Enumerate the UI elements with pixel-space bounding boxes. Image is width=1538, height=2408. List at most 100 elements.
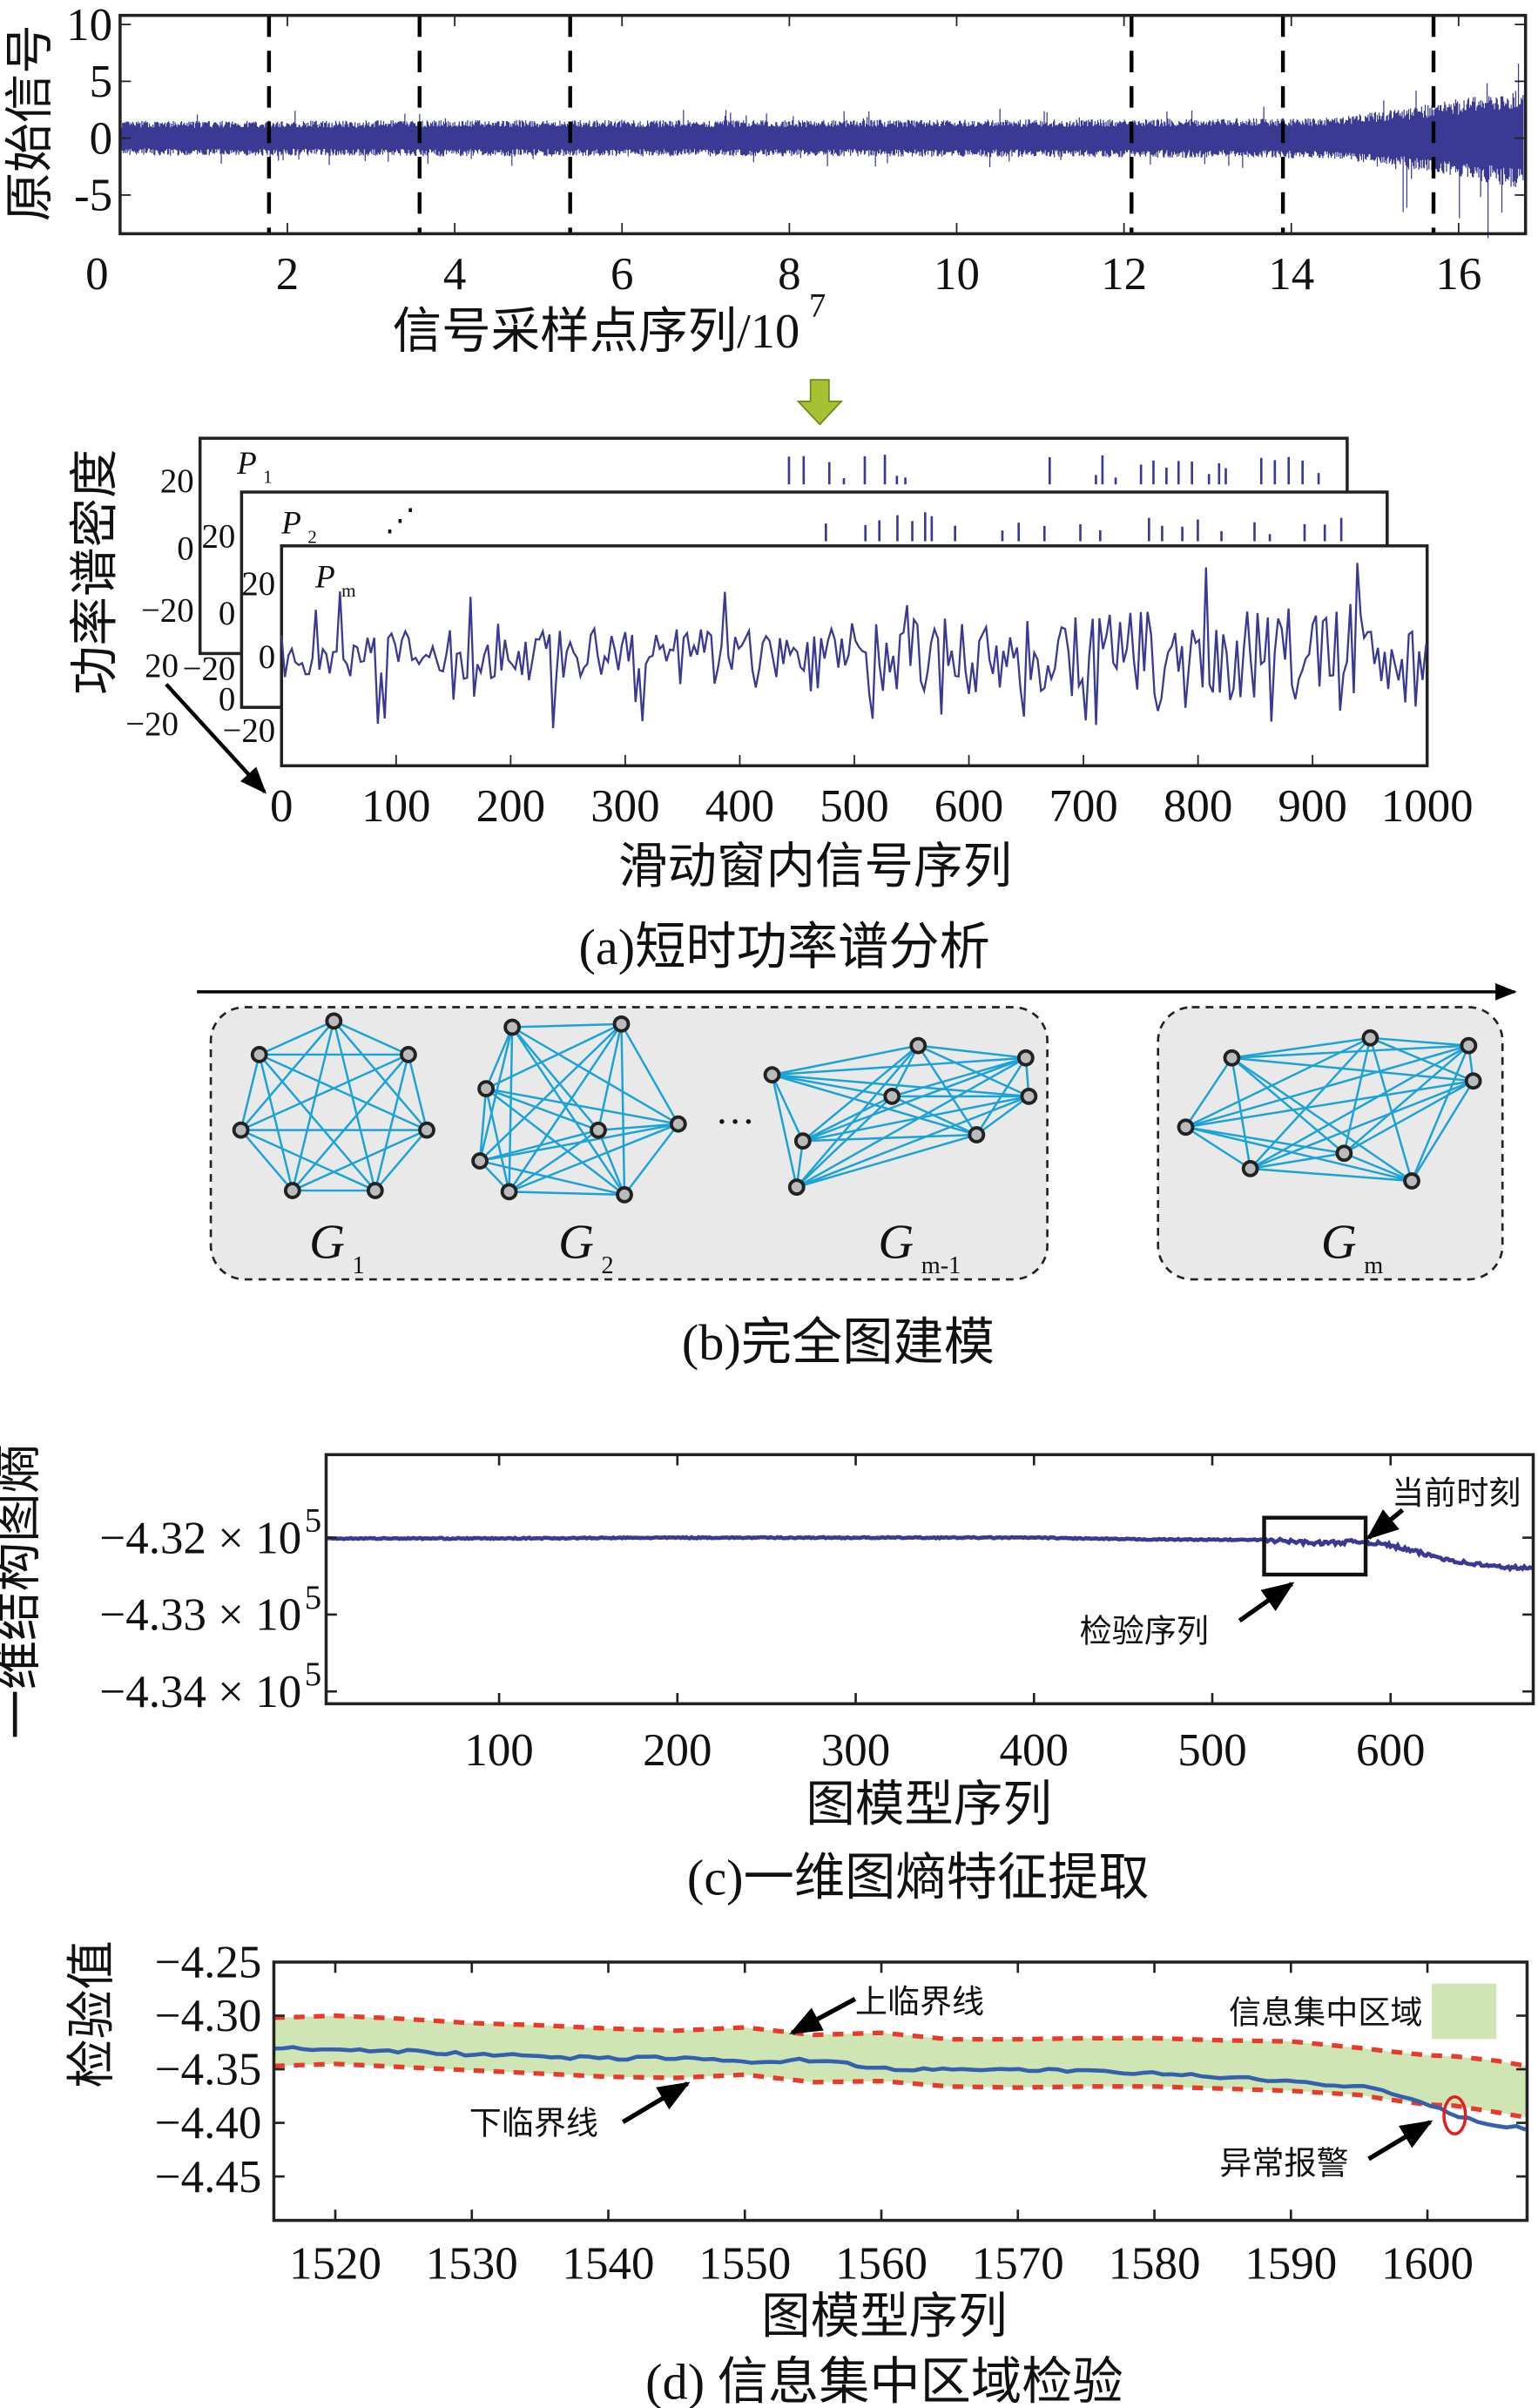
psd-back-ticks: 20 0 −20 0 20 −20 0 20 −20 — [125, 462, 235, 743]
x-tick-label: 100 — [361, 781, 430, 832]
graph-node — [1016, 1049, 1035, 1067]
graph-edge — [1250, 1152, 1345, 1170]
graph-edge — [259, 1053, 428, 1131]
graph-edge — [772, 1073, 1029, 1098]
graph-edge — [802, 1095, 893, 1143]
graph-edge — [1343, 1037, 1372, 1154]
graph-edge — [1185, 1125, 1345, 1155]
graph-edge — [772, 1073, 893, 1098]
graph-node — [1460, 1036, 1478, 1055]
graph-edge — [1250, 1167, 1413, 1183]
back-tick: −20 — [141, 591, 194, 629]
info-ylabel: 检验值 — [65, 1940, 119, 2088]
graph-edge — [597, 1123, 678, 1131]
y-tick-label: 0 — [259, 638, 275, 676]
graph-edge — [891, 1056, 1027, 1098]
graph-edge — [918, 1044, 1027, 1059]
graph-node — [400, 1046, 417, 1063]
graph-edge — [796, 1095, 1029, 1189]
x-tick-label: 900 — [1278, 781, 1346, 832]
graph-edge — [917, 1044, 1029, 1098]
graph-edge — [891, 1095, 977, 1137]
graph-edge — [239, 1054, 260, 1130]
x-tick-label: 400 — [705, 781, 774, 832]
graph-edge — [512, 1022, 622, 1029]
x-tick-label: 1570 — [972, 2239, 1064, 2290]
graph-edge — [291, 1021, 335, 1191]
graph-edge — [1410, 1080, 1474, 1182]
caption-a: (a)短时功率谱分析 — [578, 919, 989, 975]
graph-node — [669, 1115, 687, 1133]
graph-edge — [620, 1023, 626, 1195]
graph-label-sub: 2 — [602, 1252, 614, 1279]
graph-edge — [802, 1044, 920, 1143]
graph-label: G — [878, 1215, 914, 1269]
graph-label-sub: 1 — [353, 1252, 365, 1279]
graph-edge — [1250, 1044, 1469, 1170]
p2-label: P — [280, 506, 301, 542]
graph-edge — [772, 1044, 919, 1076]
x-tick-label: 300 — [590, 781, 659, 832]
graph-node — [1241, 1160, 1259, 1177]
alarm-arrow — [1367, 2120, 1433, 2162]
x-tick-label: 600 — [934, 781, 1003, 832]
test-sequence-label: 检验序列 — [1080, 1614, 1209, 1650]
test-sequence-arrow — [1238, 1582, 1295, 1623]
graph-edge — [484, 1026, 514, 1089]
x-tick-label: 10 — [934, 249, 980, 300]
graph-edge — [240, 1129, 376, 1192]
y-tick-label: 5 — [90, 57, 112, 107]
x-tick-label: 1550 — [698, 2239, 791, 2290]
graph-edge — [333, 1020, 428, 1131]
graph-node — [909, 1036, 928, 1055]
graph-edge — [1250, 1080, 1474, 1170]
graph-node — [1335, 1144, 1353, 1163]
info-xlabel: 图模型序列 — [761, 2290, 1008, 2344]
upper-bound-label: 上临界线 — [855, 1984, 984, 2020]
x-tick-label: 200 — [643, 1725, 712, 1776]
back-tick: 0 — [219, 595, 235, 632]
graph-edge — [796, 1056, 1027, 1189]
graph-edge — [292, 1129, 428, 1192]
x-tick-label: 1590 — [1245, 2239, 1337, 2290]
graph-node — [366, 1182, 384, 1199]
entropy-chart: 100 200 300 400 500 600−4.32 × 10 5−4.33 × 10 5… — [0, 1444, 1535, 1905]
p1-sub: 1 — [263, 466, 273, 487]
graph-edge — [485, 1022, 623, 1090]
graph-node — [612, 1015, 631, 1033]
y-tick-label: −4.30 — [155, 1991, 262, 2041]
graph-edge — [795, 1044, 920, 1188]
graph-edge — [1231, 1057, 1251, 1170]
graph-edge — [1184, 1057, 1233, 1128]
y-tick-label: −4.45 — [155, 2152, 262, 2202]
graph-edge — [771, 1074, 804, 1142]
graph-edge — [1185, 1044, 1469, 1129]
y-tick-label: −20 — [222, 712, 275, 749]
y-tick-label: −4.25 — [155, 1938, 262, 1988]
x-tick-label: 1000 — [1381, 781, 1474, 832]
graph-edge — [1231, 1044, 1469, 1059]
raw-signal-line — [121, 64, 1524, 239]
graph-edge — [374, 1129, 428, 1191]
graph-node — [616, 1186, 633, 1204]
graph-edge — [624, 1123, 679, 1196]
graph-ellipsis: ··· — [715, 1099, 755, 1143]
y-tick-label: −4.34 × 10 — [99, 1667, 301, 1717]
pm-label: P — [314, 559, 335, 595]
graph-edge — [1370, 1036, 1469, 1047]
info-concentration-chart: 1520 1530 1540 1550 1560 1570 1580 1590 1600 −4.2… — [65, 1938, 1529, 2408]
y-tick-label: −4.35 — [155, 2045, 262, 2095]
graph-node — [883, 1088, 901, 1105]
graph-node — [325, 1012, 343, 1030]
graph-edge — [508, 1027, 514, 1192]
graph-edge — [239, 1020, 335, 1131]
graph-edge — [795, 1096, 894, 1188]
entropy-xlabel: 图模型序列 — [806, 1778, 1052, 1832]
lower-bound-arrow — [621, 2081, 691, 2124]
graph-edge — [333, 1020, 409, 1056]
graph-edge — [511, 1026, 679, 1125]
raw-signal-ylabel: 原始信号 — [3, 24, 57, 221]
x-tick-label: 6 — [610, 249, 633, 300]
x-tick-label: 1580 — [1109, 2239, 1201, 2290]
